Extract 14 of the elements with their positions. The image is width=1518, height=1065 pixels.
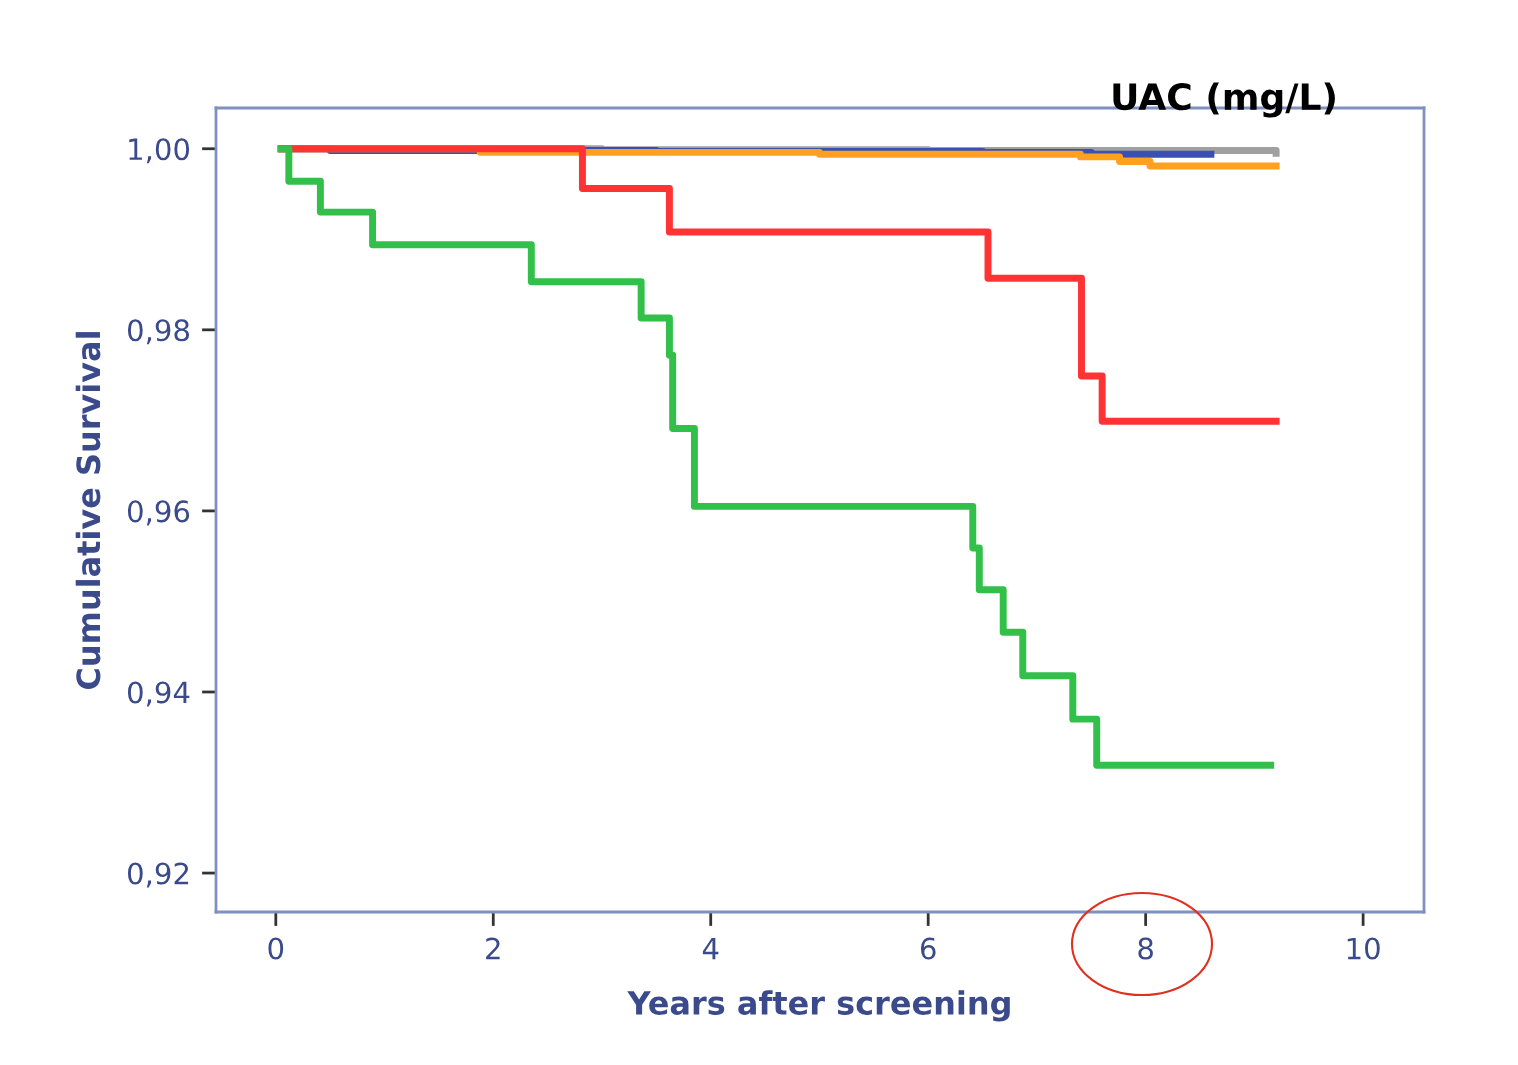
x-tick-label: 8 — [1138, 937, 1153, 960]
x-tick-label: 0 — [268, 937, 284, 960]
annotation: UAC (mg/L) — [1113, 82, 1335, 118]
x-axis-title: Years after screening — [627, 990, 1010, 1022]
y-tick-label: 0,94 — [127, 681, 190, 707]
y-tick-label: 1,00 — [129, 138, 190, 164]
y-tick-label: 0,96 — [127, 500, 190, 526]
y-axis-title: Cumulative Survival — [75, 332, 101, 689]
y-tick-label: 0,98 — [127, 319, 189, 345]
y-tick-label: 0,92 — [127, 862, 189, 888]
x-tick-label: 4 — [702, 937, 719, 960]
x-tick-label: 6 — [920, 937, 936, 960]
x-tick-label: 10 — [1347, 937, 1380, 960]
x-tick-label: 2 — [486, 937, 500, 960]
